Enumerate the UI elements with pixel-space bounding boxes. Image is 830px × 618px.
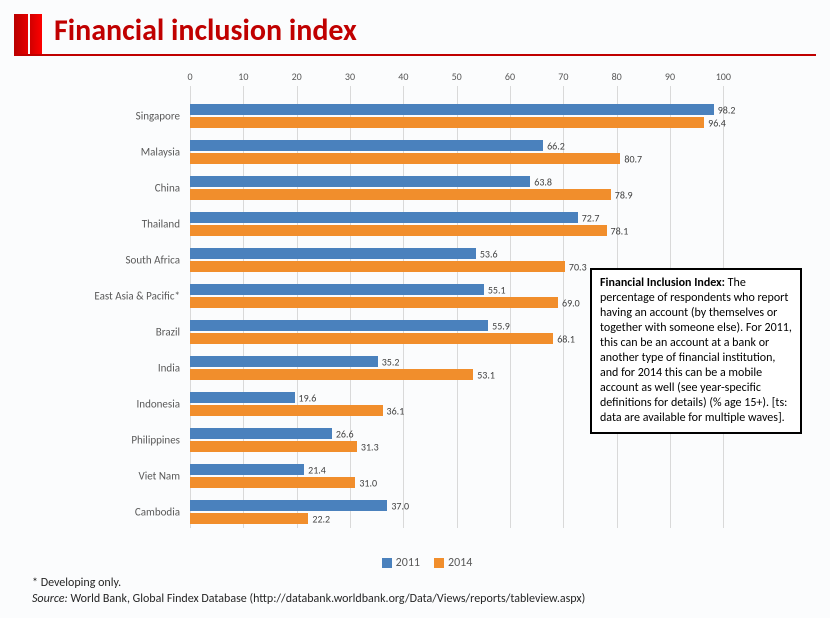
- bar: [190, 153, 620, 164]
- value-label: 31.3: [361, 440, 379, 453]
- legend: 2011 2014: [70, 556, 770, 570]
- info-box-body: The percentage of respondents who report…: [600, 276, 792, 425]
- legend-label: 2011: [396, 556, 420, 570]
- value-label: 55.9: [492, 319, 510, 332]
- bar: [190, 284, 484, 295]
- value-label: 36.1: [387, 404, 405, 417]
- value-label: 22.2: [312, 512, 330, 525]
- value-label: 26.6: [336, 427, 354, 440]
- bar: [190, 477, 355, 488]
- bar: [190, 189, 611, 200]
- bar: [190, 405, 383, 416]
- x-tick: 20: [292, 70, 302, 83]
- category-label: India: [70, 362, 180, 375]
- bar: [190, 261, 565, 272]
- value-label: 69.0: [562, 296, 580, 309]
- bar: [190, 248, 476, 259]
- x-tick: 70: [558, 70, 568, 83]
- value-label: 35.2: [382, 355, 400, 368]
- value-label: 53.6: [480, 247, 498, 260]
- value-label: 21.4: [308, 463, 326, 476]
- legend-swatch: [382, 558, 392, 568]
- bar: [190, 356, 378, 367]
- bar: [190, 428, 332, 439]
- value-label: 19.6: [299, 391, 317, 404]
- bar: [190, 297, 558, 308]
- category-label: South Africa: [70, 254, 180, 267]
- bar: [190, 513, 308, 524]
- info-box: Financial Inclusion Index: The percentag…: [590, 268, 802, 434]
- bar: [190, 464, 304, 475]
- category-label: Malaysia: [70, 146, 180, 159]
- bar: [190, 320, 488, 331]
- value-label: 66.2: [547, 139, 565, 152]
- x-tick: 60: [505, 70, 515, 83]
- bar: [190, 140, 543, 151]
- x-tick: 10: [238, 70, 248, 83]
- footnote: * Developing only.: [32, 576, 121, 590]
- category-label: Indonesia: [70, 398, 180, 411]
- value-label: 98.2: [718, 103, 736, 116]
- title-stripe-1: [14, 14, 28, 54]
- source-text: World Bank, Global Findex Database (http…: [68, 592, 585, 606]
- category-label: China: [70, 182, 180, 195]
- value-label: 72.7: [582, 211, 600, 224]
- value-label: 78.9: [615, 188, 633, 201]
- title-stripe-2: [30, 14, 42, 54]
- category-label: Brazil: [70, 326, 180, 339]
- value-label: 55.1: [488, 283, 506, 296]
- x-tick: 100: [716, 70, 731, 83]
- bar: [190, 500, 387, 511]
- bar: [190, 369, 473, 380]
- x-tick: 0: [187, 70, 192, 83]
- value-label: 31.0: [359, 476, 377, 489]
- bar: [190, 225, 607, 236]
- x-tick: 30: [345, 70, 355, 83]
- x-tick: 90: [665, 70, 675, 83]
- source-label: Source:: [32, 592, 68, 606]
- value-label: 80.7: [624, 152, 642, 165]
- source-line: Source: World Bank, Global Findex Databa…: [32, 592, 585, 606]
- bar: [190, 333, 553, 344]
- bar: [190, 212, 578, 223]
- info-box-heading: Financial Inclusion Index:: [600, 276, 725, 290]
- legend-label: 2014: [448, 556, 472, 570]
- title-underline: [14, 54, 816, 56]
- value-label: 53.1: [477, 368, 495, 381]
- x-tick: 80: [612, 70, 622, 83]
- category-label: Thailand: [70, 218, 180, 231]
- category-label: Viet Nam: [70, 470, 180, 483]
- category-label: Philippines: [70, 434, 180, 447]
- bar: [190, 441, 357, 452]
- value-label: 63.8: [534, 175, 552, 188]
- x-tick: 40: [398, 70, 408, 83]
- page-title: Financial inclusion index: [54, 12, 357, 49]
- bar: [190, 176, 530, 187]
- value-label: 37.0: [391, 499, 409, 512]
- bar: [190, 117, 704, 128]
- x-tick: 50: [452, 70, 462, 83]
- category-label: Singapore: [70, 110, 180, 123]
- value-label: 96.4: [708, 116, 726, 129]
- value-label: 78.1: [611, 224, 629, 237]
- bar: [190, 104, 714, 115]
- category-label: Cambodia: [70, 506, 180, 519]
- bar: [190, 392, 295, 403]
- value-label: 68.1: [557, 332, 575, 345]
- category-label: East Asia & Pacific*: [70, 290, 180, 303]
- legend-swatch: [434, 558, 444, 568]
- value-label: 70.3: [569, 260, 587, 273]
